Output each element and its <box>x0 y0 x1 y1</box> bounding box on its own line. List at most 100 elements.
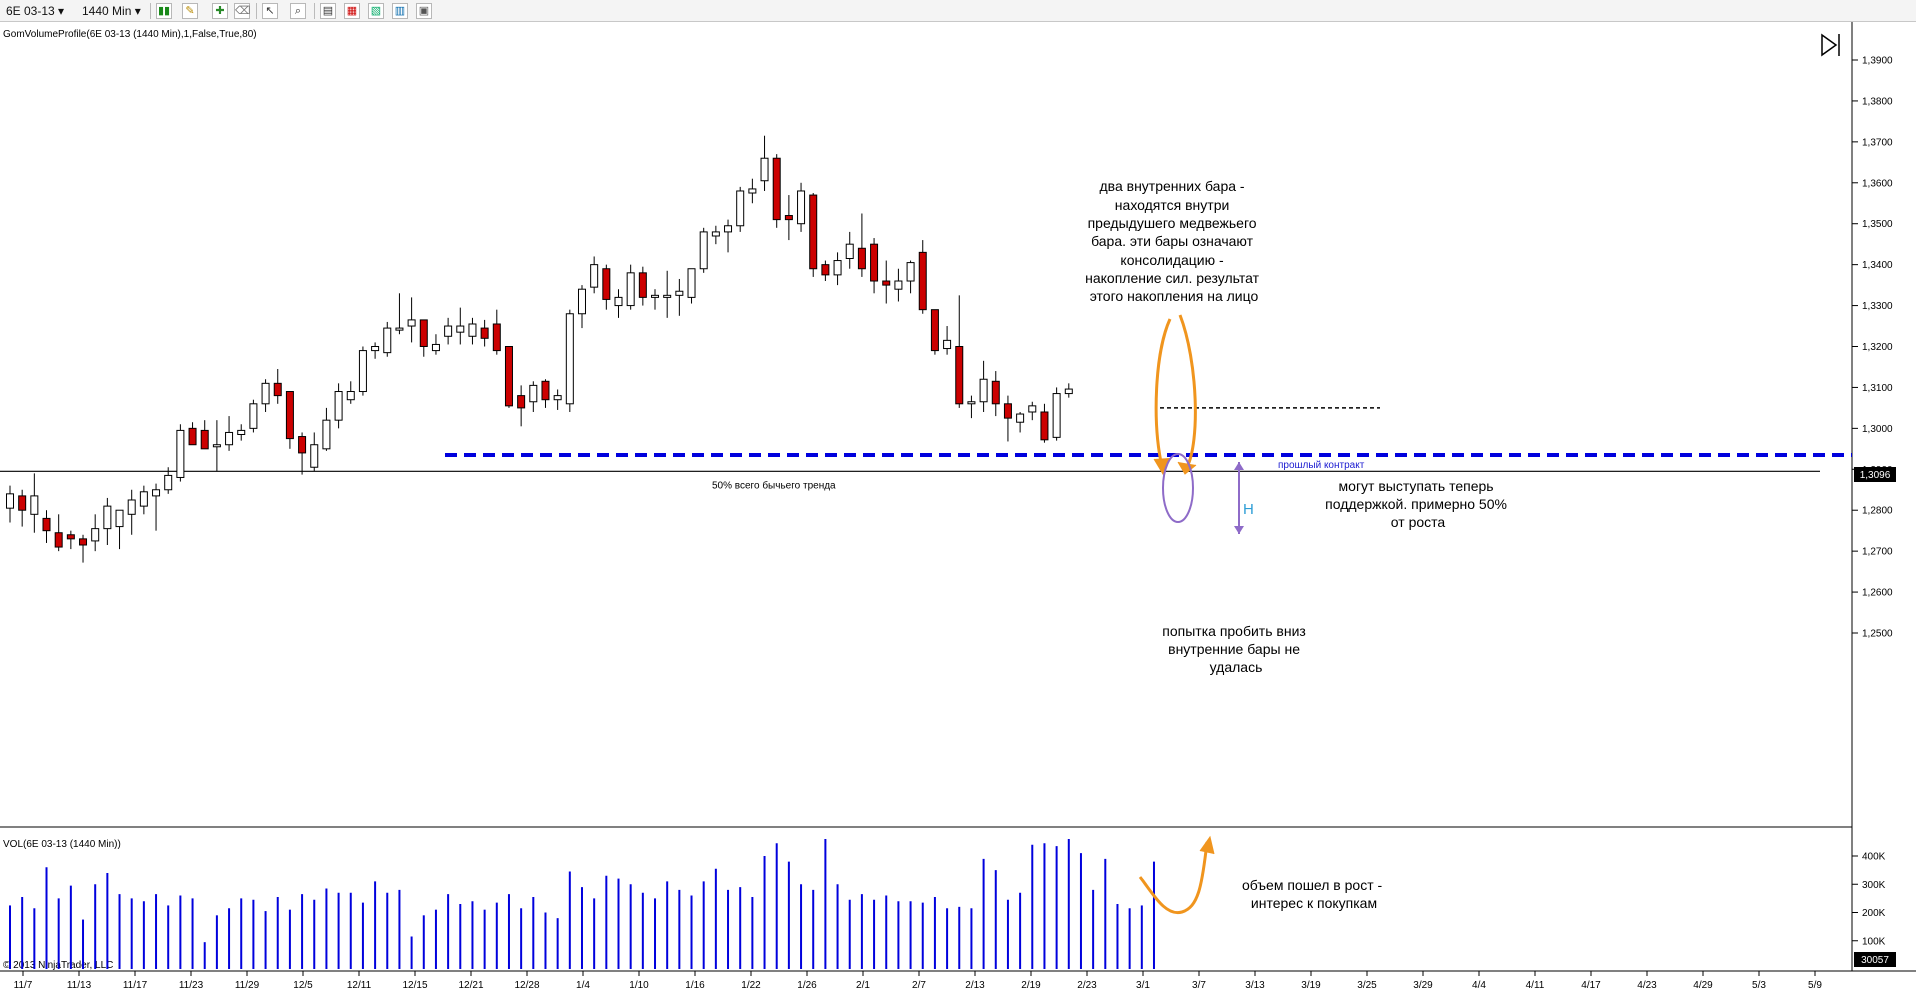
bar-type-icon[interactable]: ▮▮ <box>156 3 172 19</box>
annotation-line: интерес к покупкам <box>1251 895 1377 911</box>
properties-icon[interactable]: ▦ <box>344 3 360 19</box>
date-tick-label: 4/23 <box>1637 980 1657 991</box>
candle <box>541 380 550 401</box>
candle <box>1016 413 1025 423</box>
annotation-volume: объем пошел в рост - интерес к покупкам <box>1242 877 1386 911</box>
candle <box>188 427 197 446</box>
annotation-line: от роста <box>1391 514 1446 530</box>
annotation-breakdown-failed: попытка пробить вниз внутренние бары не … <box>1162 623 1309 675</box>
date-tick-label: 3/7 <box>1192 980 1206 991</box>
date-tick-label: 11/29 <box>235 980 260 991</box>
scroll-to-end-icon[interactable] <box>1821 33 1840 57</box>
chart-trader-icon[interactable]: ▧ <box>368 3 384 19</box>
annotation-line: поддержкой. примерно 50% <box>1325 496 1507 512</box>
date-tick-label: 3/25 <box>1357 980 1377 991</box>
candle <box>943 339 952 350</box>
candle <box>468 323 477 337</box>
date-tick-label: 2/13 <box>965 980 985 991</box>
candle <box>334 391 343 421</box>
draw-pencil-icon[interactable]: ✎ <box>182 3 198 19</box>
date-tick-label: 2/1 <box>856 980 870 991</box>
candle <box>212 444 221 448</box>
candle <box>176 429 185 478</box>
price-tick-label: 1,3300 <box>1862 301 1893 312</box>
date-tick-label: 3/13 <box>1245 980 1265 991</box>
candle <box>955 346 964 405</box>
date-tick-label: 1/16 <box>685 980 705 991</box>
price-tick-label: 1,3100 <box>1862 383 1893 394</box>
candle <box>894 280 903 290</box>
price-tick-label: 1,3400 <box>1862 260 1893 271</box>
volume-series <box>9 839 1155 969</box>
height-measure-arrow <box>1234 462 1244 534</box>
toolbar-divider <box>314 3 315 19</box>
date-tick-label: 3/29 <box>1413 980 1433 991</box>
candle <box>906 262 915 282</box>
candle <box>249 403 258 429</box>
annotation-line: удалась <box>1210 659 1263 675</box>
candle <box>797 190 806 225</box>
data-box-icon[interactable]: ▤ <box>320 3 336 19</box>
candle <box>285 391 294 440</box>
screenshot-icon[interactable]: ▣ <box>416 3 432 19</box>
time-axis: 11/7 11/13 11/17 11/23 11/29 12/5 12/11 12/15 12… <box>14 971 1822 991</box>
candle <box>772 157 781 221</box>
chevron-down-icon: ▾ <box>58 4 65 18</box>
candle <box>833 260 842 276</box>
price-tick-label: 1,3600 <box>1862 178 1893 189</box>
candle <box>529 384 538 403</box>
candle <box>444 325 453 337</box>
price-tick-label: 1,3000 <box>1862 424 1893 435</box>
interval-label: 1440 Min <box>82 4 132 18</box>
annotation-line: внутренние бары не <box>1168 641 1300 657</box>
last-volume-marker: 30057 <box>1854 952 1896 967</box>
volume-rise-arrow <box>1138 835 1215 915</box>
magnify-icon[interactable]: ⌕ <box>290 3 306 19</box>
price-tick-label: 1,3900 <box>1862 56 1893 67</box>
candle <box>724 225 733 233</box>
annotation-line: консолидацию - <box>1120 252 1224 268</box>
date-tick-label: 2/19 <box>1021 980 1041 991</box>
toolbar-divider <box>150 3 151 19</box>
date-tick-label: 12/5 <box>293 980 313 991</box>
candle <box>1064 388 1073 395</box>
candle <box>30 495 39 515</box>
candle <box>261 382 270 405</box>
instrument-selector[interactable]: 6E 03-13 ▾ <box>6 3 64 19</box>
candle <box>407 319 416 327</box>
candle <box>577 288 586 315</box>
candle <box>553 395 562 401</box>
candle <box>967 401 976 405</box>
eraser-icon[interactable]: ⌫ <box>234 3 251 19</box>
candle <box>91 528 100 542</box>
annotation-line: находятся внутри <box>1115 197 1230 213</box>
orange-arrow-left <box>1153 318 1172 476</box>
candle <box>395 327 404 331</box>
candle <box>1028 405 1037 413</box>
candle <box>200 429 209 450</box>
candle <box>310 444 319 468</box>
candle <box>298 436 307 454</box>
orange-arrow-right <box>1177 314 1197 475</box>
candle <box>638 272 647 298</box>
candle <box>663 294 672 298</box>
last-price-marker: 1,3096 <box>1854 467 1896 482</box>
zoom-icon[interactable]: ↖ <box>262 3 278 19</box>
candle <box>419 319 428 347</box>
date-tick-label: 2/7 <box>912 980 926 991</box>
volume-tick-label: 200K <box>1862 908 1886 919</box>
instrument-label: 6E 03-13 <box>6 4 55 18</box>
price-tick-label: 1,2500 <box>1862 629 1893 640</box>
date-tick-label: 4/29 <box>1693 980 1713 991</box>
candle <box>66 534 75 540</box>
price-tick-label: 1,2600 <box>1862 588 1893 599</box>
date-tick-label: 3/1 <box>1136 980 1150 991</box>
annotation-line: предыдушего медвежьего <box>1088 215 1257 231</box>
interval-selector[interactable]: 1440 Min ▾ <box>82 3 141 19</box>
candle <box>152 489 161 497</box>
template-icon[interactable]: ▥ <box>392 3 408 19</box>
candle <box>918 251 927 311</box>
crosshair-icon[interactable]: ✚ <box>212 3 228 19</box>
annotation-line: два внутренних бара - <box>1100 178 1245 194</box>
candle <box>1040 411 1049 441</box>
